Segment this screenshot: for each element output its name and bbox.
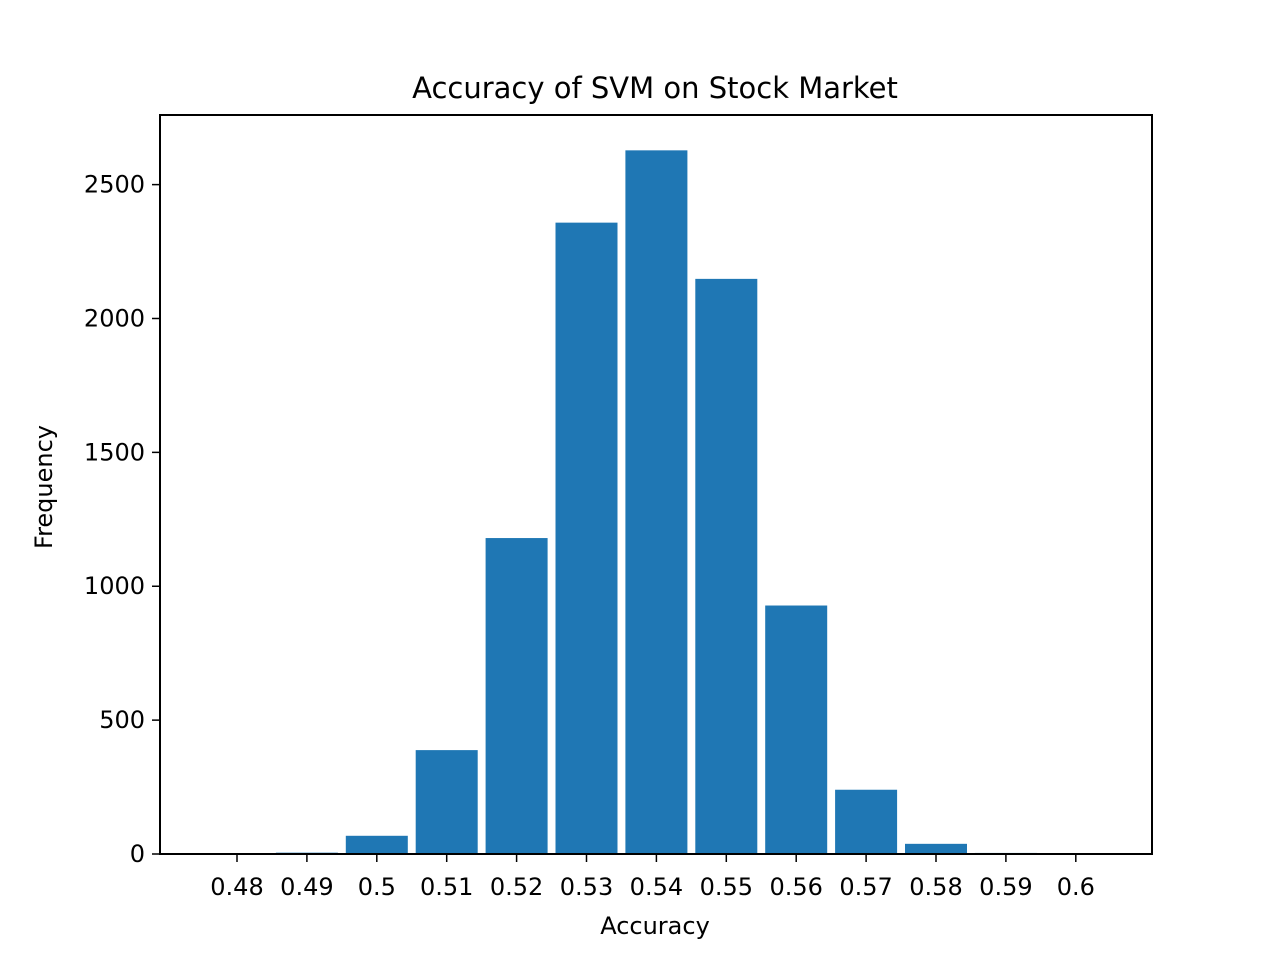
bar-0.5 xyxy=(345,835,408,854)
y-tick-label: 2000 xyxy=(84,304,145,332)
x-tick-label: 0.55 xyxy=(700,873,753,901)
bar-0.55 xyxy=(695,278,758,854)
bar-0.57 xyxy=(835,789,898,854)
y-axis-label: Frequency xyxy=(30,425,58,549)
y-tick-label: 2500 xyxy=(84,171,145,199)
y-tick-label: 0 xyxy=(130,840,145,868)
bar-0.52 xyxy=(485,538,548,854)
x-tick-label: 0.56 xyxy=(769,873,822,901)
bars-group xyxy=(206,150,1107,855)
bar-0.56 xyxy=(765,605,828,854)
x-tick-label: 0.48 xyxy=(210,873,263,901)
x-axis-label: Accuracy xyxy=(600,912,710,940)
x-tick-label: 0.54 xyxy=(630,873,683,901)
bar-0.58 xyxy=(905,843,967,854)
bar-0.54 xyxy=(625,150,688,855)
x-tick-label: 0.59 xyxy=(979,873,1032,901)
x-tick-label: 0.53 xyxy=(560,873,613,901)
y-axis-ticks: 0 500 1000 1500 2000 2500 xyxy=(84,171,160,868)
chart-title: Accuracy of SVM on Stock Market xyxy=(412,71,898,105)
x-tick-label: 0.5 xyxy=(358,873,396,901)
bar-0.53 xyxy=(555,222,618,854)
x-tick-label: 0.51 xyxy=(420,873,473,901)
x-tick-label: 0.49 xyxy=(280,873,333,901)
x-tick-label: 0.58 xyxy=(909,873,962,901)
x-tick-label: 0.52 xyxy=(490,873,543,901)
x-axis-ticks: 0.48 0.49 0.5 0.51 0.52 0.53 0.54 0.55 0.56 0.57 0… xyxy=(210,854,1095,901)
plot-frame xyxy=(159,114,1153,855)
y-tick-label: 1500 xyxy=(84,438,145,466)
x-tick-label: 0.6 xyxy=(1057,873,1095,901)
bar-0.51 xyxy=(415,750,478,854)
x-tick-label: 0.57 xyxy=(839,873,892,901)
y-tick-label: 500 xyxy=(99,706,145,734)
y-tick-label: 1000 xyxy=(84,572,145,600)
